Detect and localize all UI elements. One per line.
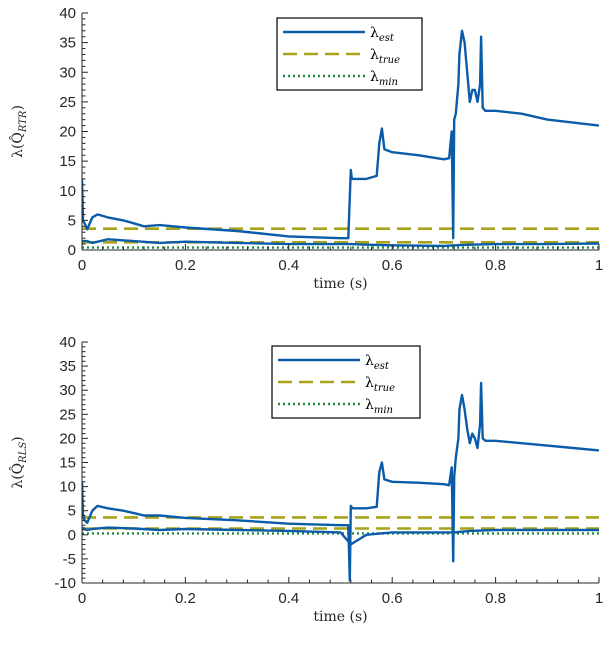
legend-label-symbol: λ [370, 69, 379, 85]
x-tick-label: 0.2 [175, 257, 196, 274]
y-tick-label: 30 [59, 64, 76, 81]
y-tick-label: 15 [59, 153, 76, 170]
y-tick-label: 10 [59, 183, 76, 200]
series-line-est-secondary [82, 526, 599, 546]
y-tick-label: 0 [68, 242, 76, 259]
x-axis-label: time (s) [313, 276, 367, 292]
y-tick-label: 40 [59, 5, 76, 22]
x-tick-label: 0.2 [175, 590, 196, 607]
x-tick-label: 0.8 [485, 590, 506, 607]
y-axis-label-close: ) [10, 436, 26, 441]
x-tick-label: 1 [595, 257, 603, 274]
y-tick-label: 40 [59, 334, 76, 351]
y-axis-label-close: ) [10, 105, 26, 110]
chart-panel-top: 0 5 10 15 20 25 30 35 40 0 0.2 0.4 0.6 0.8 1 time (s) λ(… [8, 5, 603, 292]
y-tick-label: 10 [59, 479, 76, 496]
legend-label-subscript: min [379, 77, 398, 88]
x-tick-label: 1 [595, 590, 603, 607]
series-line-est-secondary [82, 238, 599, 248]
legend-label-subscript: est [374, 361, 390, 372]
legend-label-symbol: λ [365, 353, 374, 369]
y-tick-label: 0 [68, 527, 76, 544]
y-axis-label-sub: RTR [18, 110, 29, 133]
legend-label-subscript: min [374, 405, 393, 416]
y-tick-label: 35 [59, 35, 76, 52]
legend-label-subscript: true [379, 55, 400, 66]
legend-label-symbol: λ [365, 375, 374, 391]
y-tick-label: -10 [54, 575, 76, 592]
legend-label-est: λest [370, 25, 395, 44]
x-tick-label: 0.6 [382, 257, 403, 274]
plot-area [82, 381, 599, 582]
chart-panel-bottom: -10 -5 0 5 10 15 20 25 30 35 40 0 0.2 0.4 0.6 0.8 1 time … [8, 334, 603, 625]
x-tick-label: 0 [78, 590, 86, 607]
y-axis-label-main: λ(Q̂ [8, 463, 26, 489]
series-line-est [82, 29, 599, 240]
legend-label-symbol: λ [365, 397, 374, 413]
legend-label-symbol: λ [370, 47, 379, 63]
legend-label-true: λtrue [365, 375, 395, 394]
y-tick-label: 15 [59, 455, 76, 472]
y-tick-label: 20 [59, 124, 76, 141]
series-line-est [82, 381, 599, 582]
legend-label-true: λtrue [370, 47, 400, 66]
legend-label-min: λmin [365, 397, 393, 416]
y-tick-label: 35 [59, 358, 76, 375]
x-tick-label: 0.4 [278, 257, 299, 274]
x-tick-label: 0.8 [485, 257, 506, 274]
y-axis-label: λ(Q̂RLS) [8, 436, 29, 488]
legend-label-symbol: λ [370, 25, 379, 41]
plot-area [82, 29, 599, 249]
legend-label-est: λest [365, 353, 390, 372]
y-tick-label: -5 [63, 551, 76, 568]
legend-label-subscript: est [379, 33, 395, 44]
y-tick-label: 30 [59, 382, 76, 399]
y-tick-label: 20 [59, 430, 76, 447]
y-tick-label: 5 [68, 503, 76, 520]
x-axis-label: time (s) [313, 609, 367, 625]
y-axis-label-main: λ(Q̂ [8, 132, 26, 158]
x-tick-label: 0 [78, 257, 86, 274]
x-tick-label: 0.4 [278, 590, 299, 607]
y-tick-label: 25 [59, 94, 76, 111]
legend-label-min: λmin [370, 69, 398, 88]
y-axis-label: λ(Q̂RTR) [8, 105, 29, 158]
x-tick-label: 0.6 [382, 590, 403, 607]
y-tick-label: 5 [68, 212, 76, 229]
y-axis-label-sub: RLS [18, 442, 29, 464]
legend-label-subscript: true [374, 383, 395, 394]
y-tick-label: 25 [59, 406, 76, 423]
